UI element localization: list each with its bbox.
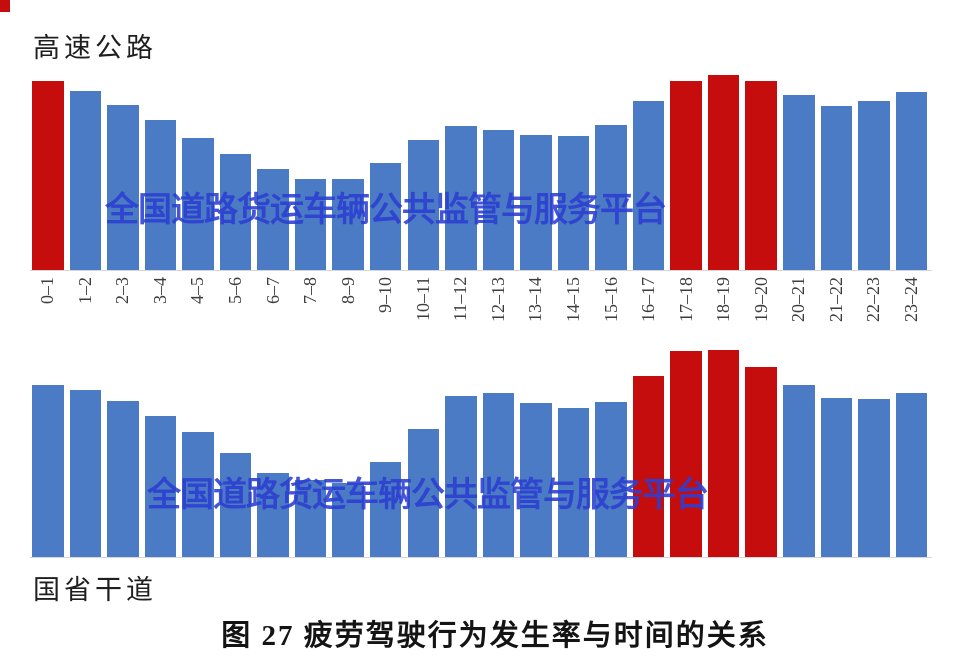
x-axis-label-6–7: 6–7	[262, 277, 283, 304]
bar-21–22	[820, 106, 853, 270]
x-axis-label-16–17: 16–17	[638, 277, 659, 322]
x-axis-label-15–16: 15–16	[600, 277, 621, 322]
bar-13–14	[520, 135, 552, 270]
bar-6–7	[257, 473, 289, 557]
bar-2–3	[107, 105, 139, 270]
bar-9–10	[369, 462, 402, 557]
x-axis-label-11–12: 11–12	[450, 276, 471, 321]
bar-12–13	[482, 130, 515, 270]
x-axis-label-0–1: 0–1	[37, 277, 58, 304]
bar-17–18	[670, 81, 702, 270]
figure-caption: 图 27 疲劳驾驶行为发生率与时间的关系	[221, 620, 769, 652]
bar-7–8	[294, 179, 327, 270]
x-axis-label-19–20: 19–20	[750, 277, 771, 322]
x-axis-label-2–3: 2–3	[112, 277, 133, 304]
bar-23–24	[895, 393, 928, 557]
bar-14–15	[557, 136, 590, 270]
x-axis-label-22–23: 22–23	[863, 277, 884, 322]
x-axis-label-5–6: 5–6	[225, 277, 245, 304]
bottom-chart-title: 国省干道	[33, 575, 157, 605]
x-axis-label-1–2: 1–2	[74, 277, 95, 304]
bar-5–6	[219, 453, 252, 557]
watermark-text: 全国道路货运车辆公共监管与服务平台	[147, 476, 709, 514]
highway-bar-chart	[32, 75, 932, 270]
top-chart-title: 高速公路	[33, 33, 157, 63]
bar-18–19	[707, 350, 740, 557]
bar-14–15	[557, 408, 590, 557]
national-road-bar-chart	[32, 350, 932, 557]
bar-8–9	[332, 179, 364, 270]
x-axis-label-21–22: 21–22	[825, 277, 846, 322]
bar-16–17	[632, 376, 665, 557]
x-axis-label-23–24: 23–24	[900, 277, 921, 322]
bar-18–19	[707, 75, 740, 270]
bar-0–1	[32, 81, 64, 270]
bar-23–24	[895, 92, 928, 270]
bar-8–9	[332, 483, 364, 557]
bar-10–11	[407, 429, 439, 557]
x-axis-label-7–8: 7–8	[300, 277, 321, 304]
x-axis-label-3–4: 3–4	[149, 277, 170, 304]
crop-artifact	[0, 0, 10, 12]
bar-21–22	[820, 398, 853, 557]
x-axis-label-12–13: 12–13	[487, 277, 508, 322]
x-axis-label-18–19: 18–19	[713, 277, 734, 322]
bar-7–8	[294, 480, 327, 557]
bar-11–12	[445, 126, 477, 270]
x-axis-label-8–9: 8–9	[337, 277, 358, 304]
bar-20–21	[783, 95, 815, 270]
bar-6–7	[257, 169, 289, 270]
bar-16–17	[632, 101, 665, 270]
bar-5–6	[219, 154, 252, 270]
bar-15–16	[595, 125, 627, 270]
bar-3–4	[144, 416, 177, 557]
x-axis-label-9–10: 9–10	[375, 277, 396, 313]
bar-4–5	[182, 432, 214, 557]
bar-1–2	[69, 91, 102, 270]
bar-19–20	[745, 81, 777, 270]
top-chart-baseline	[30, 270, 932, 271]
bar-19–20	[745, 367, 777, 557]
watermark-text: 全国道路货运车辆公共监管与服务平台	[105, 191, 667, 229]
bar-1–2	[69, 390, 102, 557]
bar-2–3	[107, 401, 139, 557]
bar-12–13	[482, 393, 515, 557]
bar-22–23	[858, 101, 890, 270]
bar-11–12	[445, 396, 477, 557]
x-axis-label-10–11: 10–11	[412, 276, 433, 321]
bar-10–11	[407, 140, 439, 270]
bar-4–5	[182, 138, 214, 270]
x-axis-label-4–5: 4–5	[187, 277, 208, 304]
bar-9–10	[369, 163, 402, 270]
bar-22–23	[858, 399, 890, 557]
bottom-chart-baseline	[30, 557, 932, 558]
x-axis-label-13–14: 13–14	[525, 277, 546, 322]
x-axis-label-20–21: 20–21	[788, 277, 809, 322]
bar-20–21	[783, 385, 815, 557]
x-axis-label-17–18: 17–18	[675, 277, 696, 322]
bar-17–18	[670, 351, 702, 557]
x-axis-label-14–15: 14–15	[562, 277, 583, 322]
bar-13–14	[520, 403, 552, 557]
bar-15–16	[595, 402, 627, 557]
bar-3–4	[144, 120, 177, 270]
bar-0–1	[32, 385, 64, 557]
